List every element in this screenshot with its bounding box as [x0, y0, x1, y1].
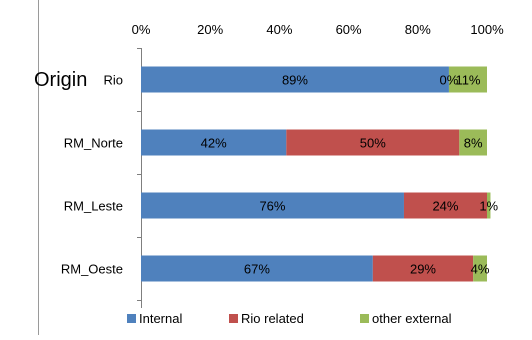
bar-segment: [403, 192, 487, 219]
data-label: 0%: [440, 73, 459, 88]
data-label: 29%: [410, 262, 436, 277]
legend-swatch: [360, 314, 369, 323]
bar-segment: [487, 192, 491, 219]
data-label: 24%: [432, 199, 458, 214]
bar-layer: [141, 66, 491, 282]
bar-segment: [459, 129, 487, 156]
data-label: 89%: [282, 73, 308, 88]
category-label: Rio: [103, 73, 123, 88]
data-label: 76%: [259, 199, 285, 214]
bar-segment: [372, 255, 474, 282]
legend-label: Rio related: [241, 311, 304, 326]
bar-segment: [448, 66, 487, 93]
category-label: RM_Leste: [64, 199, 123, 214]
data-label: 8%: [464, 136, 483, 151]
category-label: RM_Oeste: [61, 262, 123, 277]
label-layer: Rio 89% 0%11% RM_Norte 42% 50% 8% RM_Leste 76% 24…: [61, 73, 499, 277]
bar-segment: [141, 129, 287, 156]
data-label: 11%: [455, 73, 480, 88]
x-tick-label: 80%: [405, 22, 431, 37]
x-tick-label: 40%: [266, 22, 292, 37]
bar-segment: [141, 192, 404, 219]
data-label: 50%: [360, 136, 386, 151]
category-label: RM_Norte: [64, 136, 123, 151]
legend-swatch: [229, 314, 238, 323]
bar-segment: [141, 66, 449, 93]
data-label: 67%: [244, 262, 270, 277]
x-tick-label: 20%: [197, 22, 223, 37]
legend: Internal Rio related other external: [127, 311, 452, 326]
x-tick-label: 60%: [336, 22, 362, 37]
x-tick-label: 0%: [132, 22, 151, 37]
data-label: 1%: [479, 199, 498, 214]
bar-segment: [473, 255, 487, 282]
x-tick-label: 100%: [470, 22, 504, 37]
bar-segment: [286, 129, 460, 156]
data-label: 4%: [471, 262, 490, 277]
legend-label: other external: [372, 311, 452, 326]
bar-segment: [141, 255, 373, 282]
legend-label: Internal: [139, 311, 182, 326]
y-axis-title: Origin: [34, 69, 87, 91]
legend-swatch: [127, 314, 136, 323]
data-label: 42%: [201, 136, 227, 151]
